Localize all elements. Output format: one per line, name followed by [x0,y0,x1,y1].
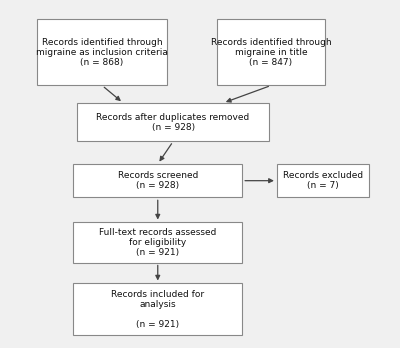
Text: (n = 7): (n = 7) [307,181,339,190]
Text: Full-text records assessed: Full-text records assessed [99,228,216,237]
Text: Records screened: Records screened [118,171,198,180]
FancyBboxPatch shape [277,164,369,197]
Text: for eligibility: for eligibility [129,238,186,247]
Text: Records identified through: Records identified through [42,38,162,47]
FancyBboxPatch shape [73,222,242,262]
Text: analysis: analysis [140,300,176,309]
Text: Records identified through: Records identified through [211,38,331,47]
FancyBboxPatch shape [217,19,325,86]
Text: Records after duplicates removed: Records after duplicates removed [96,113,250,122]
Text: (n = 928): (n = 928) [152,123,195,132]
Text: migraine in title: migraine in title [235,48,307,57]
FancyBboxPatch shape [73,283,242,335]
Text: (n = 921): (n = 921) [136,248,179,257]
FancyBboxPatch shape [73,164,242,197]
Text: (n = 921): (n = 921) [136,320,179,329]
Text: (n = 928): (n = 928) [136,181,179,190]
Text: (n = 868): (n = 868) [80,57,124,66]
Text: migraine as inclusion criteria: migraine as inclusion criteria [36,48,168,57]
FancyBboxPatch shape [77,103,269,141]
Text: Records included for: Records included for [111,290,204,299]
Text: (n = 847): (n = 847) [250,57,293,66]
Text: Records excluded: Records excluded [283,171,363,180]
FancyBboxPatch shape [37,19,167,86]
